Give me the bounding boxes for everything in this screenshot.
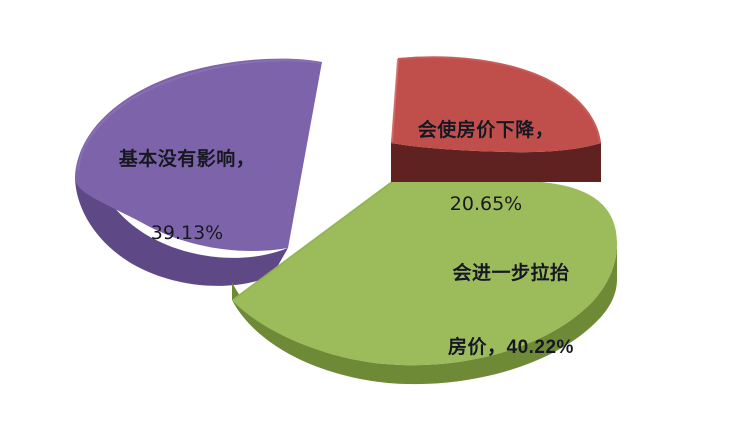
pie-slice-purple-top (75, 58, 322, 252)
pie-slice-green-top (232, 176, 617, 366)
pie-label-purple-line2: 39.13% (150, 222, 224, 245)
pie-slice-green[interactable] (232, 176, 617, 385)
pie-label-green-line2: 房价，40.22% (448, 337, 574, 359)
pie-slice-purple[interactable] (75, 58, 322, 286)
pie-slice-red-edge-highlight (391, 58, 399, 143)
pie-label-prices-will-fall: 会使房价下降， 20.65% (388, 71, 584, 265)
pie-slice-green-edge-highlight (233, 178, 397, 300)
pie-label-prices-will-rise: 会进一步拉抬 房价，40.22% (406, 214, 616, 408)
pie-slice-red-side (391, 143, 601, 182)
pie-label-basically-no-impact: 基本没有影响， 39.13% (92, 100, 282, 294)
pie-slice-red-arc-highlight (398, 56, 601, 144)
pie-label-purple-line1: 基本没有影响， (118, 149, 256, 171)
pie-slice-purple-highlight (77, 59, 321, 171)
pie-slice-purple-side (75, 150, 288, 286)
pie-slice-red[interactable] (391, 56, 601, 182)
pie-label-green-line1: 会进一步拉抬 (452, 263, 570, 285)
pie-label-red-line1: 会使房价下降， (417, 120, 555, 142)
pie-label-red-line2: 20.65% (449, 193, 523, 216)
pie-slice-green-side (232, 243, 617, 385)
